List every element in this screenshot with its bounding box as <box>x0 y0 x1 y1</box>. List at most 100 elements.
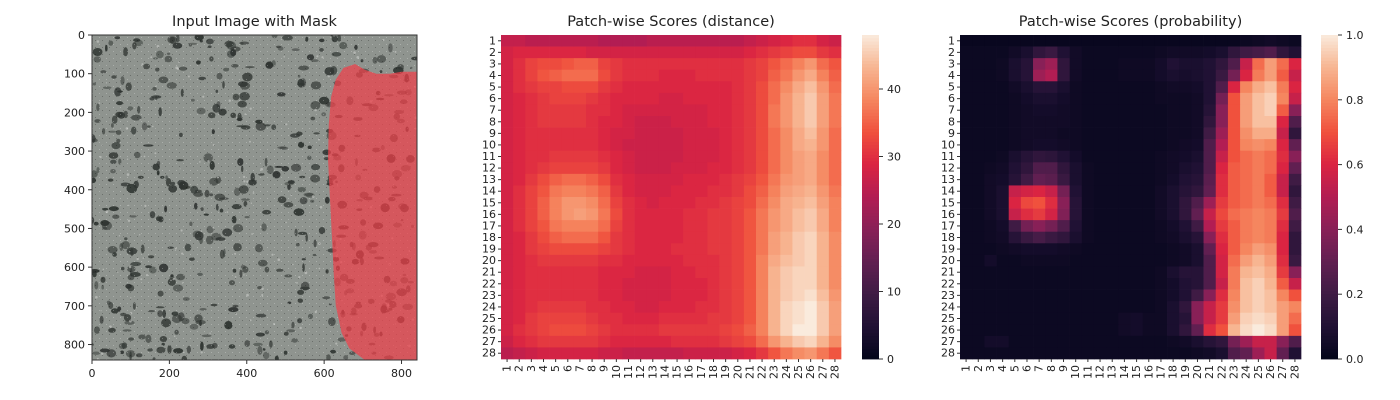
colorbar-segment <box>862 51 879 55</box>
heatmap-cell <box>743 208 757 221</box>
colorbar-segment <box>862 47 879 52</box>
heatmap-cell <box>756 231 769 244</box>
heatmap-cell <box>525 289 538 302</box>
x-tick-label: 800 <box>391 367 412 380</box>
heatmap-cell <box>683 150 696 163</box>
heatmap-cell <box>1240 46 1253 59</box>
y-tick-label: 15 <box>482 196 496 209</box>
colorbar-segment <box>862 274 879 279</box>
heatmap-cell <box>1130 46 1144 59</box>
heatmap-cell <box>1057 116 1070 128</box>
distance-heatmap-ticks: 1234567891011121314151617181920212223242… <box>482 34 841 379</box>
heatmap-cell <box>573 69 587 82</box>
heatmap-cell <box>780 139 793 152</box>
heatmap-cell <box>984 92 997 105</box>
heatmap-cell <box>1288 208 1302 221</box>
heatmap-cell <box>828 197 842 209</box>
heatmap-cell <box>960 127 973 140</box>
heatmap-cell <box>1240 220 1253 233</box>
heatmap-cell <box>1093 92 1107 105</box>
heatmap-cell <box>1179 69 1192 82</box>
heatmap-cell <box>743 335 757 348</box>
heatmap-cell <box>501 139 514 152</box>
heatmap-cell <box>573 289 587 302</box>
heatmap-cell <box>1142 243 1156 256</box>
heatmap-cell <box>960 220 973 233</box>
heatmap-cell <box>525 335 538 348</box>
heatmap-cell <box>1069 116 1083 128</box>
heatmap-cell <box>1033 220 1046 233</box>
heatmap-cell <box>549 92 563 105</box>
heatmap-cell <box>804 150 818 163</box>
heatmap-cell <box>719 266 733 279</box>
colorbar-segment <box>1321 320 1338 324</box>
heatmap-cell <box>1118 243 1131 256</box>
heatmap-cell <box>549 173 563 186</box>
y-tick-label: 9 <box>948 127 955 140</box>
x-tick-label: 10 <box>1069 365 1082 379</box>
colorbar-segment <box>862 180 879 185</box>
heatmap-cell <box>996 58 1010 71</box>
x-tick-label: 25 <box>792 365 805 379</box>
heatmap-cell <box>646 254 660 267</box>
y-tick-label: 15 <box>941 196 955 209</box>
heatmap-cell <box>513 127 526 140</box>
heatmap-cell <box>695 127 708 140</box>
heatmap-cell <box>1142 347 1156 360</box>
colorbar-segment <box>1321 222 1338 227</box>
heatmap-cell <box>780 185 793 198</box>
colorbar-segment <box>862 174 879 178</box>
heatmap-cell <box>1130 81 1144 94</box>
heatmap-cell <box>1276 104 1290 117</box>
heatmap-cell <box>792 278 805 290</box>
colorbar-segment <box>862 206 879 211</box>
heatmap-cell <box>1069 347 1083 360</box>
heatmap-cell <box>1240 104 1253 117</box>
heatmap-cell <box>646 127 660 140</box>
heatmap-cell <box>828 127 842 140</box>
heatmap-cell <box>695 266 708 279</box>
heatmap-cell <box>513 243 526 256</box>
heatmap-cell <box>1093 347 1107 360</box>
heatmap-cell <box>743 92 757 105</box>
x-tick-label: 26 <box>1264 365 1277 379</box>
heatmap-cell <box>1045 220 1058 233</box>
heatmap-cell <box>1227 208 1241 221</box>
heatmap-cell <box>756 150 769 163</box>
heatmap-cell <box>1020 69 1034 82</box>
heatmap-cell <box>622 58 635 71</box>
heatmap-cell <box>996 46 1010 59</box>
heatmap-cell <box>525 150 538 163</box>
heatmap-cell <box>1069 220 1083 233</box>
heatmap-cell <box>960 312 973 325</box>
heatmap-cell <box>1215 35 1229 47</box>
heatmap-cell <box>1227 173 1241 186</box>
heatmap-cell <box>1288 197 1302 209</box>
heatmap-cell <box>707 335 720 348</box>
heatmap-cell <box>1191 231 1204 244</box>
heatmap-cell <box>537 46 550 59</box>
heatmap-cell <box>610 127 623 140</box>
heatmap-cell <box>622 324 635 337</box>
heatmap-cell <box>996 324 1010 337</box>
heatmap-cell <box>658 243 672 256</box>
x-tick-label: 14 <box>1118 365 1131 379</box>
heatmap-cell <box>1045 69 1058 82</box>
heatmap-cell <box>1093 243 1107 256</box>
heatmap-cell <box>1130 208 1144 221</box>
colorbar-segment <box>1321 90 1338 94</box>
heatmap-cell <box>646 69 660 82</box>
heatmap-cell <box>501 301 514 314</box>
y-tick-label: 1 <box>948 34 955 47</box>
heatmap-cell <box>972 220 985 233</box>
heatmap-cell <box>756 46 769 59</box>
heatmap-cell <box>1130 289 1144 302</box>
heatmap-cell <box>561 312 575 325</box>
heatmap-cell <box>1167 289 1180 302</box>
heatmap-cell <box>1240 324 1253 337</box>
colorbar-segment <box>1321 326 1338 331</box>
heatmap-cell <box>1203 324 1217 337</box>
heatmap-cell <box>561 92 575 105</box>
heatmap-cell <box>1057 335 1070 348</box>
heatmap-cell <box>1057 173 1070 186</box>
